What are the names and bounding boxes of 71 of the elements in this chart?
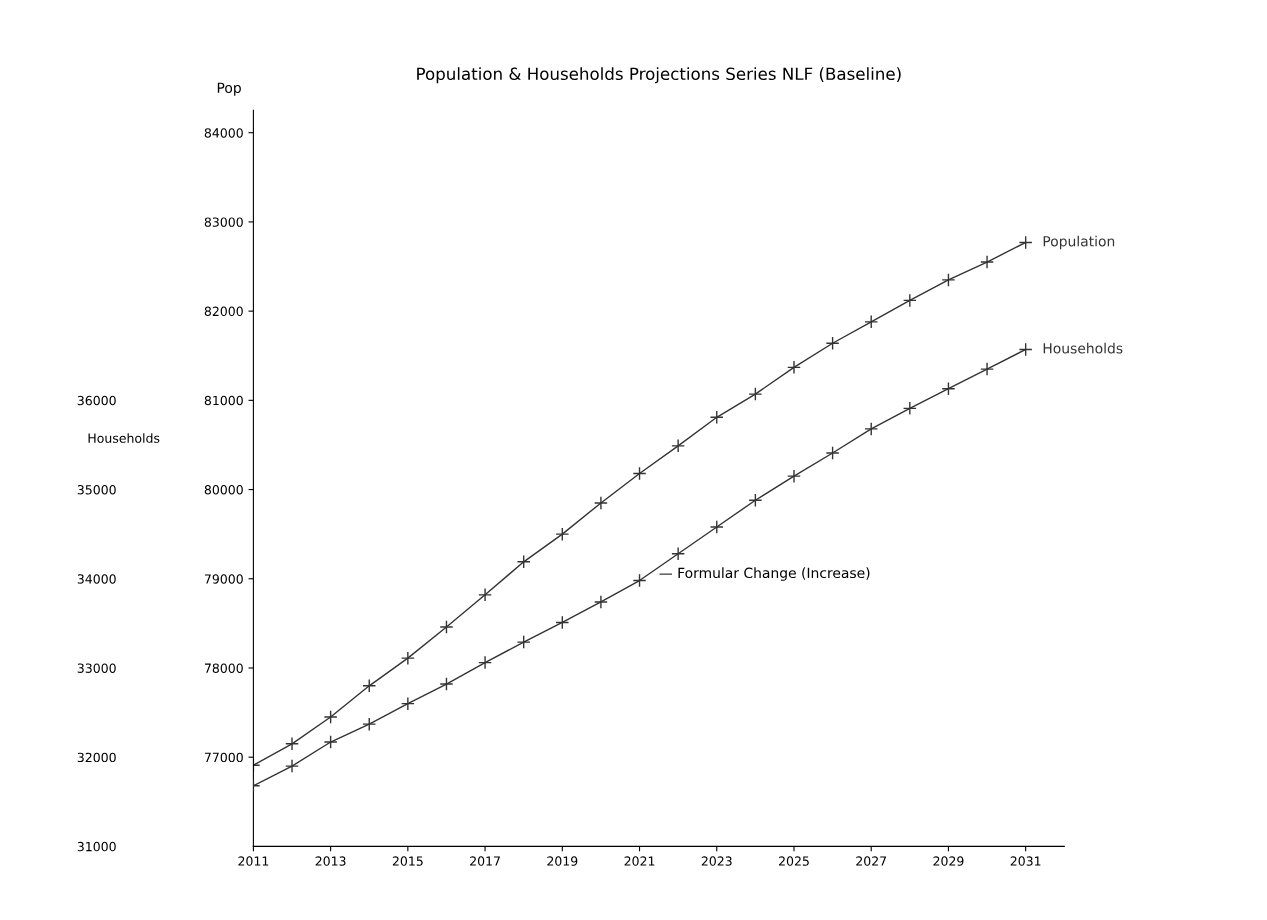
y2-tick-label: 34000 bbox=[77, 574, 116, 584]
y2-tick-label: 33000 bbox=[77, 663, 116, 673]
y2-axis-title: Households bbox=[88, 433, 160, 443]
point bbox=[400, 651, 415, 666]
point bbox=[285, 759, 299, 774]
point bbox=[1018, 235, 1033, 250]
point bbox=[671, 438, 686, 453]
x-tick-label: 2027 bbox=[856, 856, 887, 866]
point bbox=[593, 595, 608, 609]
x-tick-label: 2013 bbox=[315, 856, 346, 866]
point bbox=[902, 293, 917, 308]
point bbox=[980, 255, 994, 270]
y2-tick-label: 31000 bbox=[77, 841, 116, 852]
point bbox=[555, 615, 570, 630]
series-label: Households bbox=[1043, 342, 1123, 354]
point bbox=[439, 677, 454, 691]
point bbox=[1018, 342, 1033, 357]
point bbox=[478, 655, 493, 670]
point bbox=[902, 401, 917, 416]
y-tick-label: 82000 bbox=[204, 306, 243, 317]
point bbox=[787, 360, 801, 375]
point bbox=[787, 469, 801, 484]
point bbox=[362, 717, 377, 732]
point bbox=[555, 527, 570, 542]
x-tick-label: 2025 bbox=[779, 856, 809, 866]
x-tick-label: 2031 bbox=[1010, 856, 1041, 866]
point bbox=[593, 495, 608, 510]
chart-title: Population & Households Projections Series NLF (Baseline) bbox=[417, 67, 901, 84]
x-tick-label: 2011 bbox=[238, 856, 269, 866]
point bbox=[748, 493, 763, 508]
point bbox=[632, 573, 647, 588]
y-tick-label: 78000 bbox=[204, 663, 243, 673]
point bbox=[439, 619, 454, 634]
y2-tick-label: 35000 bbox=[77, 485, 116, 495]
y-tick-label: 83000 bbox=[204, 217, 243, 227]
y-tick-label: 84000 bbox=[204, 128, 243, 138]
point bbox=[516, 635, 531, 650]
y2-tick-label: 32000 bbox=[77, 752, 116, 763]
point bbox=[632, 466, 647, 481]
x-tick-label: 2015 bbox=[392, 856, 423, 866]
x-tick-label: 2023 bbox=[701, 856, 732, 866]
point bbox=[748, 387, 763, 402]
point bbox=[941, 272, 956, 287]
point bbox=[864, 421, 879, 436]
point bbox=[323, 735, 338, 749]
point bbox=[825, 446, 840, 460]
point bbox=[980, 362, 994, 377]
x-tick-label: 2021 bbox=[624, 856, 655, 866]
x-tick-label: 2029 bbox=[933, 856, 964, 866]
point bbox=[478, 587, 493, 602]
y-tick-label: 79000 bbox=[204, 574, 243, 584]
point bbox=[400, 696, 415, 711]
point bbox=[323, 710, 338, 724]
point bbox=[864, 314, 879, 329]
point bbox=[285, 736, 299, 751]
y2-tick-label: 36000 bbox=[77, 395, 116, 406]
series-label: Population bbox=[1043, 235, 1115, 250]
point bbox=[516, 554, 531, 569]
y-tick-label: 81000 bbox=[204, 395, 243, 406]
point bbox=[671, 546, 686, 561]
point bbox=[709, 410, 724, 425]
y-axis-title: Pop bbox=[217, 82, 241, 96]
point bbox=[362, 678, 377, 693]
x-tick-label: 2017 bbox=[470, 856, 500, 866]
y-tick-label: 77000 bbox=[204, 752, 243, 763]
point bbox=[941, 381, 956, 396]
point bbox=[825, 336, 840, 351]
y-tick-label: 80000 bbox=[204, 485, 243, 495]
point bbox=[709, 520, 724, 534]
annotation: — Formular Change (Increase) bbox=[659, 567, 870, 581]
x-tick-label: 2019 bbox=[547, 856, 578, 866]
